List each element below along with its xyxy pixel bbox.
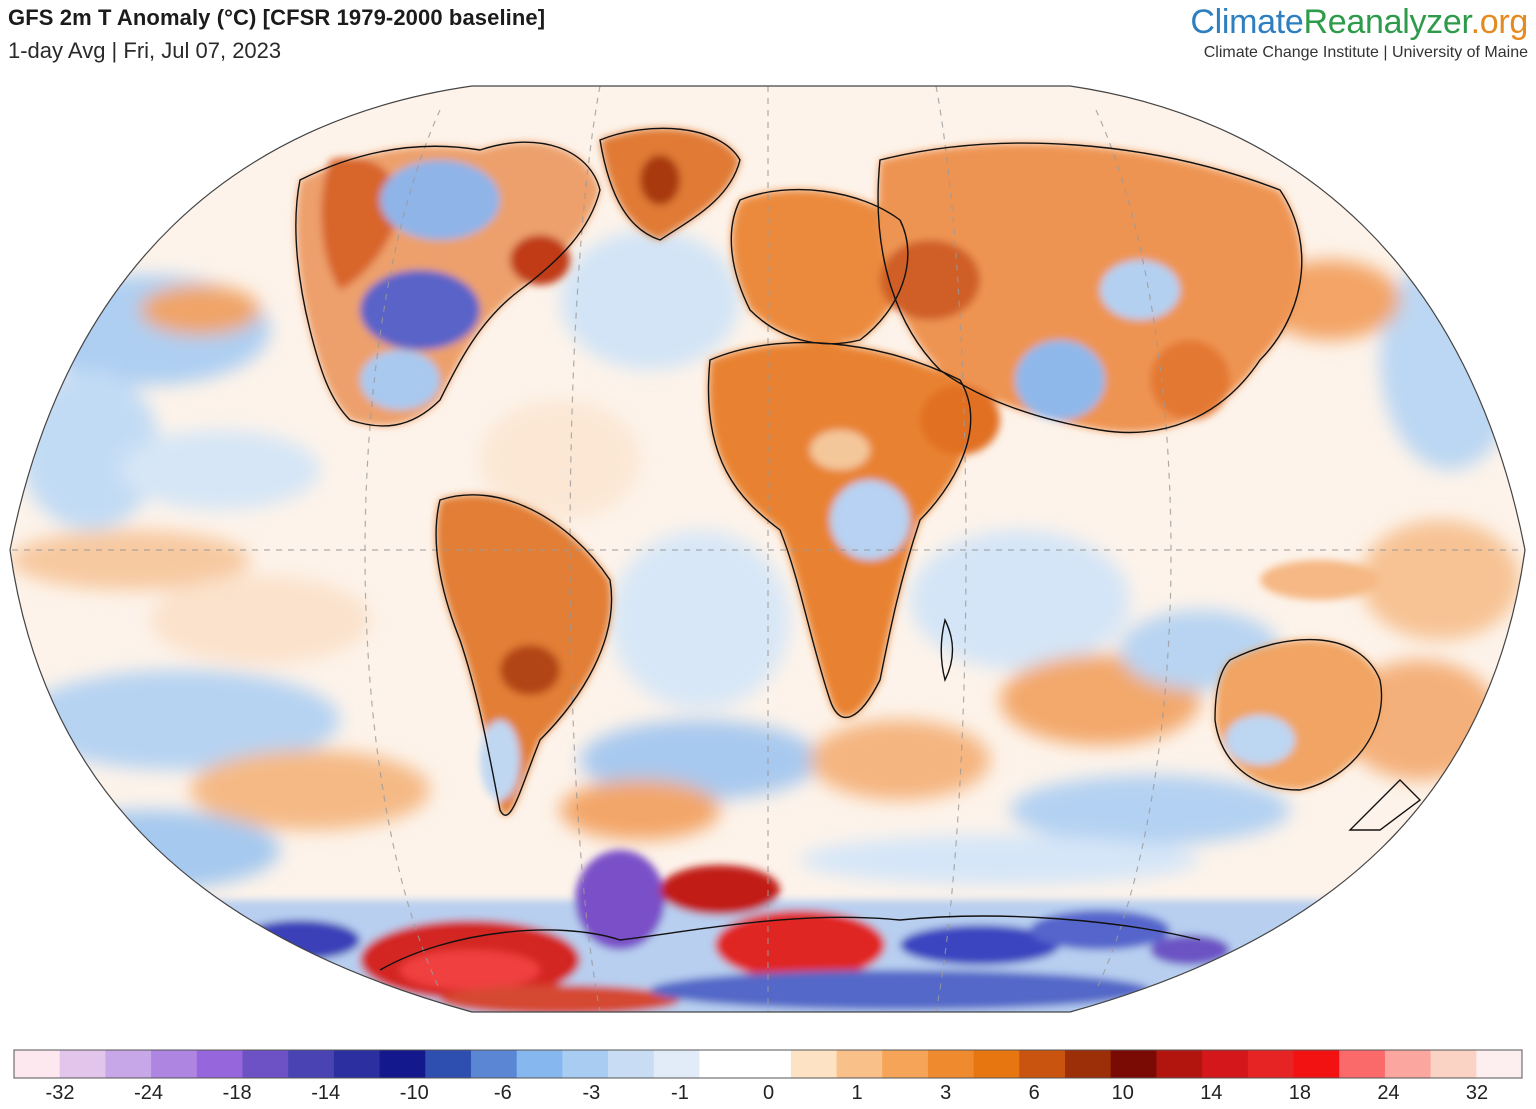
coastlines xyxy=(295,127,1422,971)
legend-tick-label: 10 xyxy=(1111,1082,1134,1104)
legend-border xyxy=(13,1049,1523,1079)
legend-swatch xyxy=(151,1050,198,1078)
legend-tick-label: -10 xyxy=(399,1082,429,1104)
globe-outline xyxy=(9,85,1526,1013)
legend-swatch xyxy=(562,1050,609,1078)
legend-tick-label: -6 xyxy=(493,1082,512,1104)
legend-swatch xyxy=(608,1050,655,1078)
legend-swatch xyxy=(516,1050,563,1078)
legend-tick-label: 6 xyxy=(1028,1082,1040,1104)
legend-swatch xyxy=(745,1050,792,1078)
legend-tick-label: -18 xyxy=(222,1082,252,1104)
legend-swatch xyxy=(1065,1050,1112,1078)
legend-tick-label: 24 xyxy=(1377,1082,1400,1104)
legend-swatch xyxy=(425,1050,472,1078)
legend-tick-label: -3 xyxy=(582,1082,601,1104)
legend-swatch xyxy=(653,1050,700,1078)
legend-swatch xyxy=(470,1050,518,1078)
legend-swatch xyxy=(836,1050,883,1078)
legend-swatch xyxy=(333,1050,381,1078)
legend-tick-label: 0 xyxy=(762,1082,775,1104)
brand-logo[interactable]: ClimateReanalyzer.org Climate Change Ins… xyxy=(1190,2,1528,62)
legend-swatch xyxy=(1293,1050,1340,1078)
legend-tick-label: -32 xyxy=(45,1082,75,1104)
legend-swatch xyxy=(59,1050,106,1078)
legend-swatch xyxy=(699,1050,746,1078)
legend-swatch xyxy=(1156,1050,1203,1078)
legend-swatch xyxy=(927,1050,975,1078)
legend-swatch xyxy=(1202,1050,1249,1078)
brand-logo-part2: Reanalyzer xyxy=(1303,3,1471,41)
legend-tick-label: 18 xyxy=(1288,1082,1311,1104)
legend-tick-label: 3 xyxy=(940,1082,952,1104)
legend-tick-label: -24 xyxy=(134,1082,164,1104)
legend-swatch xyxy=(1339,1050,1386,1078)
legend-swatch xyxy=(1476,1050,1523,1078)
graticule xyxy=(10,86,1525,1012)
legend-swatch xyxy=(790,1050,838,1078)
legend-swatch xyxy=(1384,1050,1432,1078)
map-subtitle: 1-day Avg | Fri, Jul 07, 2023 xyxy=(8,38,282,63)
map-title: GFS 2m T Anomaly (°C) [CFSR 1979-2000 ba… xyxy=(8,5,546,30)
legend-tick-label: 1 xyxy=(851,1082,863,1104)
legend-tick-label: 32 xyxy=(1465,1082,1489,1104)
legend-tick-label: -14 xyxy=(311,1082,341,1104)
legend-tick-label: 14 xyxy=(1200,1082,1223,1104)
legend-swatch xyxy=(196,1050,243,1078)
legend-swatch xyxy=(242,1050,289,1078)
land-anomaly-layer xyxy=(295,128,1382,816)
legend-swatch xyxy=(14,1050,61,1078)
legend-swatch xyxy=(882,1050,929,1078)
legend-swatch xyxy=(1430,1050,1477,1078)
legend-swatch xyxy=(1110,1050,1157,1078)
brand-logo-part3: .org xyxy=(1470,3,1529,41)
legend-swatch xyxy=(105,1050,152,1078)
brand-logo-part1: Climate xyxy=(1190,3,1304,41)
legend-swatch xyxy=(1019,1050,1066,1078)
legend-swatch xyxy=(1247,1050,1295,1078)
legend-swatch xyxy=(379,1050,426,1078)
legend-swatch xyxy=(288,1050,335,1078)
brand-tagline: Climate Change Institute | University of… xyxy=(1203,44,1528,61)
legend-tick-label: -1 xyxy=(671,1082,689,1104)
legend-swatch xyxy=(973,1050,1020,1078)
